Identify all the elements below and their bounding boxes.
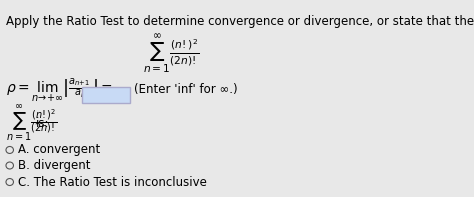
Text: C. The Ratio Test is inconclusive: C. The Ratio Test is inconclusive xyxy=(18,176,207,189)
Text: is:: is: xyxy=(36,117,49,130)
Circle shape xyxy=(6,178,13,186)
Text: $\rho = \lim_{n \to +\infty} \left| \frac{a_{n+1}}{a_n} \right| = $: $\rho = \lim_{n \to +\infty} \left| \fra… xyxy=(6,76,112,104)
Text: (Enter 'inf' for ∞.): (Enter 'inf' for ∞.) xyxy=(134,83,237,96)
Text: $\sum_{n=1}^{\infty} \frac{(n!)^2}{(2n)!}$: $\sum_{n=1}^{\infty} \frac{(n!)^2}{(2n)!… xyxy=(143,32,200,76)
Text: $\sum_{n=1}^{\infty} \frac{(n!)^2}{(2n)!}$: $\sum_{n=1}^{\infty} \frac{(n!)^2}{(2n)!… xyxy=(6,104,57,143)
Text: Apply the Ratio Test to determine convergence or divergence, or state that the R: Apply the Ratio Test to determine conver… xyxy=(6,15,474,28)
Text: A. convergent: A. convergent xyxy=(18,143,100,156)
Circle shape xyxy=(6,162,13,169)
Text: B. divergent: B. divergent xyxy=(18,159,90,172)
FancyBboxPatch shape xyxy=(82,87,130,103)
Circle shape xyxy=(6,147,13,153)
